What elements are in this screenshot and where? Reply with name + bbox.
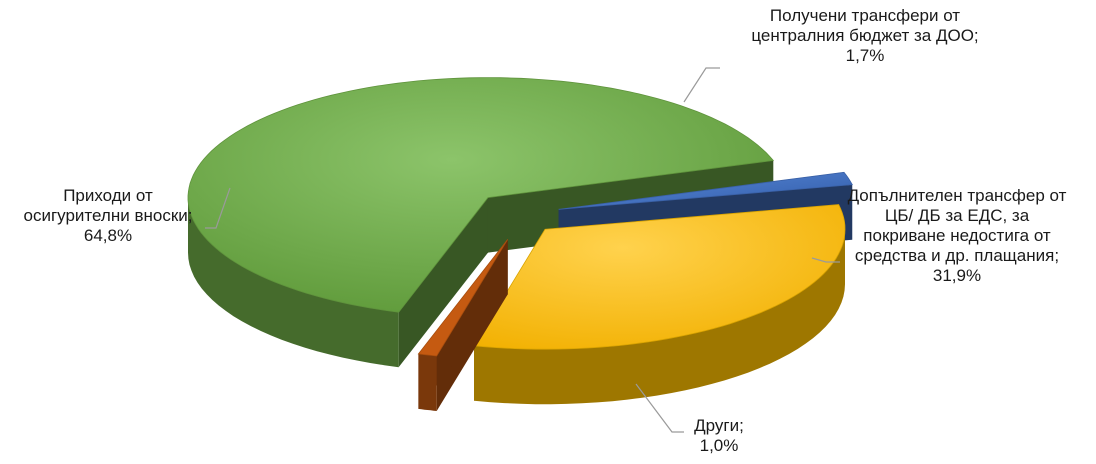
slice-label-contributions: Приходи от осигурителни вноски; 64,8% <box>23 186 193 245</box>
slice-label-other: Други; 1,0% <box>694 416 744 455</box>
slice-label-supplementary-transfer: Допълнителен трансфер от ЦБ/ ДБ за ЕДС, … <box>847 186 1067 285</box>
slice-supplementary-transfer <box>473 204 846 405</box>
slice-other-side-wall-2 <box>418 239 508 409</box>
slice-contributions-side-wall-1 <box>398 197 488 368</box>
slice-supplementary-transfer-outer-wall <box>474 229 845 405</box>
leader-line-contributions <box>205 187 231 229</box>
leader-line-transfer <box>683 67 720 103</box>
leader-line-supplement <box>811 257 840 263</box>
slice-other-top-face <box>417 239 509 357</box>
slice-contributions-top-face <box>187 77 775 313</box>
slice-supplementary-transfer-top-face <box>473 204 846 350</box>
slice-contributions-outer-wall <box>188 197 399 368</box>
slice-other <box>417 239 509 411</box>
slice-central-transfer-top-face <box>558 171 853 210</box>
slice-other-outer-wall <box>418 353 437 411</box>
leader-line-other <box>635 383 684 433</box>
slice-label-central-transfer: Получени трансфери от централния бюджет … <box>751 6 979 65</box>
